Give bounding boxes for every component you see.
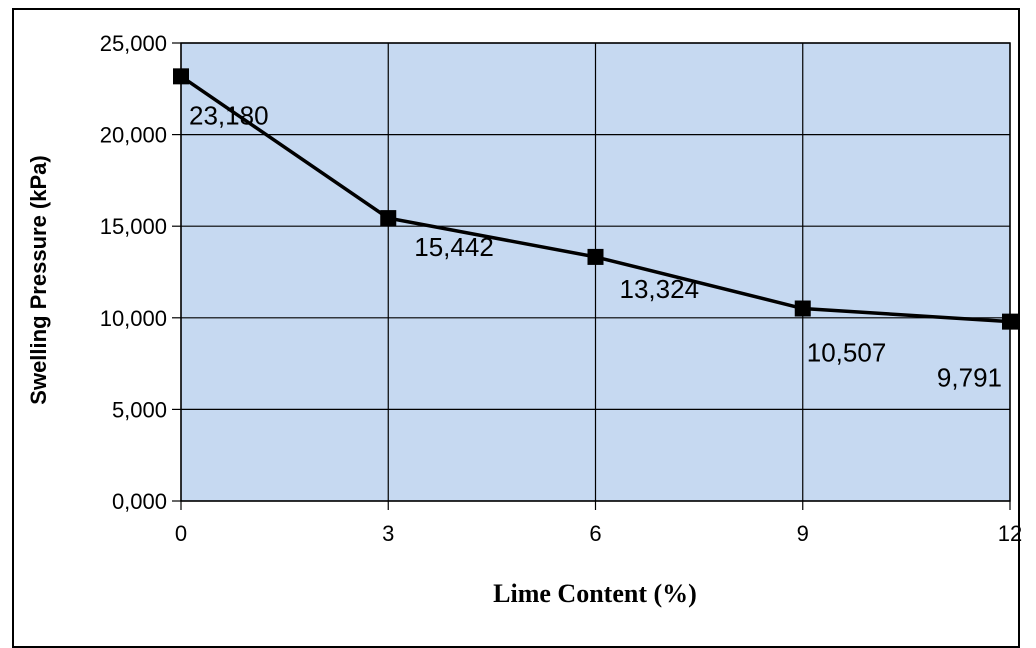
data-markers	[173, 68, 1018, 330]
data-point-marker	[173, 68, 189, 85]
x-axis-ticks: 0 3 6 9 12	[175, 521, 1022, 546]
y-tick-label: 10,000	[100, 306, 167, 331]
data-point-marker	[794, 300, 811, 317]
line-chart: 0,000 5,000 10,000 15,000 20,000 25,000 0 3 6 9 1…	[26, 31, 1022, 608]
y-tick-label: 0,000	[112, 489, 167, 514]
y-axis-label: Swelling Pressure (kPa)	[26, 155, 51, 404]
grid-lines	[172, 42, 1011, 510]
data-label: 23,180	[189, 100, 269, 130]
x-tick-label: 3	[382, 521, 394, 546]
data-label: 15,442	[414, 232, 494, 262]
data-point-marker	[587, 248, 604, 265]
y-tick-label: 5,000	[112, 397, 167, 422]
y-axis-ticks: 0,000 5,000 10,000 15,000 20,000 25,000	[100, 31, 167, 514]
x-tick-label: 0	[175, 521, 187, 546]
x-axis-label: Lime Content (%)	[493, 579, 697, 608]
data-label: 9,791	[937, 363, 1002, 393]
data-label: 13,324	[620, 274, 700, 304]
y-tick-label: 15,000	[100, 214, 167, 239]
data-point-marker	[1002, 313, 1018, 330]
y-tick-label: 25,000	[100, 31, 167, 56]
x-tick-label: 12	[998, 521, 1022, 546]
x-tick-label: 9	[797, 521, 809, 546]
data-label: 10,507	[807, 338, 887, 368]
data-labels: 23,180 15,442 13,324 10,507 9,791	[189, 100, 1002, 392]
data-point-marker	[380, 210, 397, 227]
y-tick-label: 20,000	[100, 123, 167, 148]
x-tick-label: 6	[589, 521, 601, 546]
